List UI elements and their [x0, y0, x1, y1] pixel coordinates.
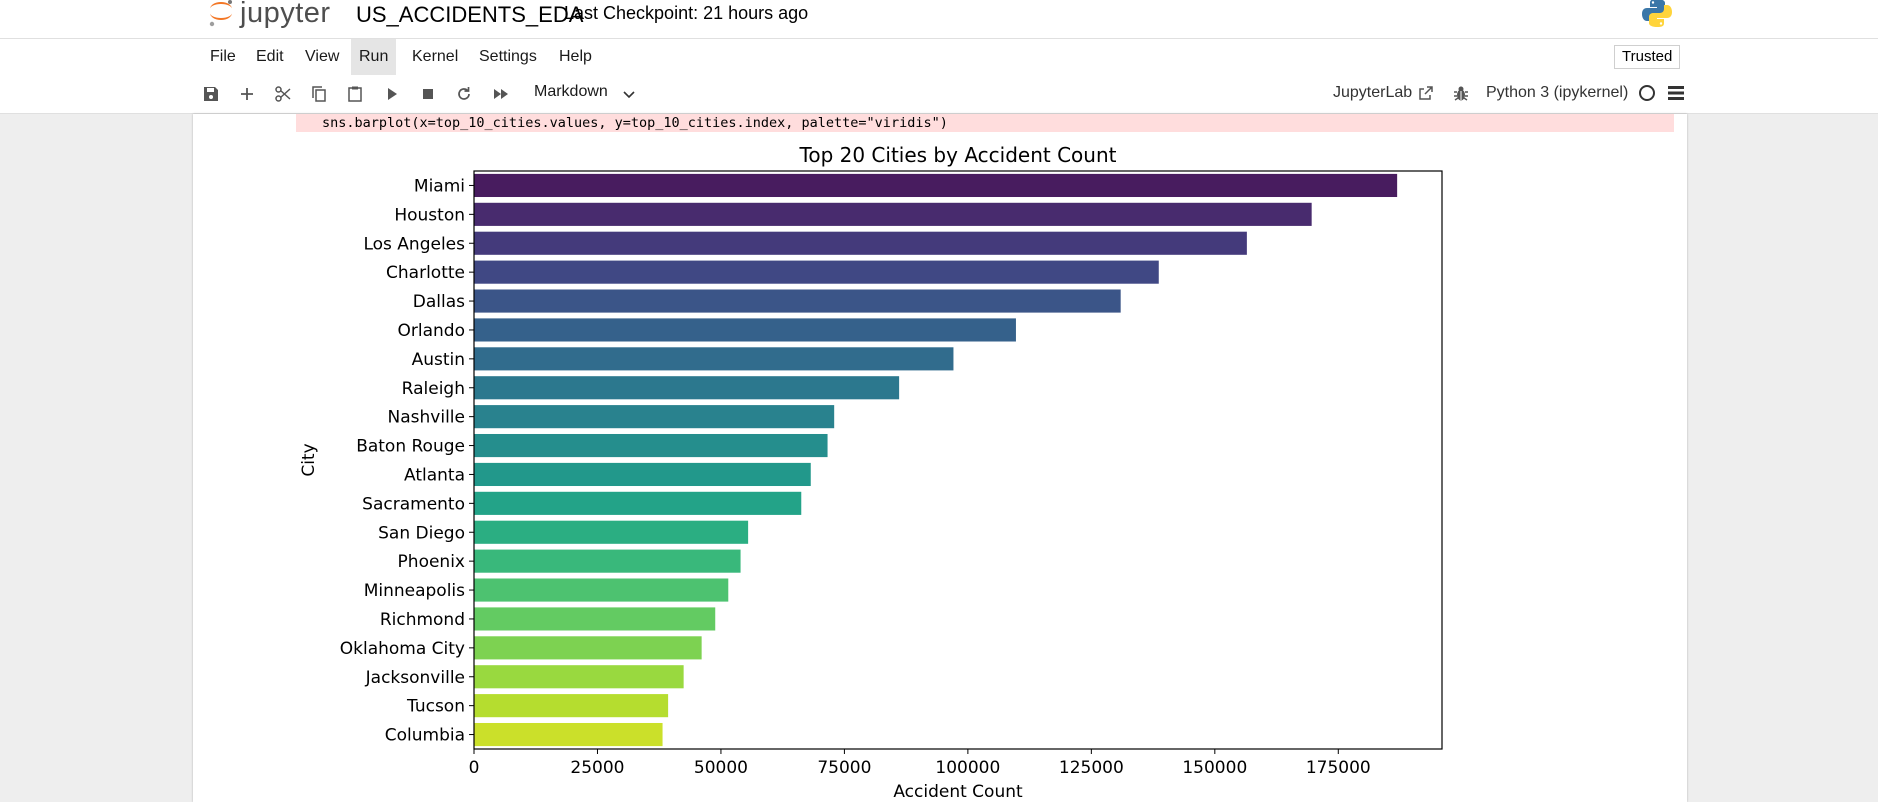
y-tick-label: Austin — [412, 350, 465, 370]
notebook-title[interactable]: US_ACCIDENTS_EDA — [356, 2, 584, 27]
bar — [474, 433, 828, 458]
debugger-icon[interactable] — [1452, 85, 1470, 103]
y-axis-label: City — [299, 443, 319, 476]
bar-chart: Top 20 Cities by Accident Count Miami Hous… — [299, 143, 1443, 802]
chart-title: Top 20 Cities by Accident Count — [799, 143, 1117, 167]
y-tick-label: Miami — [414, 176, 465, 196]
y-tick-label: Phoenix — [398, 552, 465, 572]
y-tick-label: Los Angeles — [363, 234, 465, 254]
stderr-output: sns.barplot(x=top_10_cities.values, y=to… — [296, 114, 1674, 132]
bar — [474, 665, 684, 689]
menu-file[interactable]: File — [210, 48, 236, 65]
x-tick-label: 50000 — [694, 758, 748, 778]
menu-bar: File Edit View Run Kernel Settings Help … — [0, 38, 1878, 76]
y-tick-label: Sacramento — [362, 494, 465, 514]
y-tick-label: Jacksonville — [365, 668, 465, 688]
menu-run[interactable]: Run — [351, 39, 397, 75]
menu-kernel[interactable]: Kernel — [412, 48, 459, 65]
y-tick-label: Houston — [394, 205, 465, 225]
bar — [474, 260, 1159, 284]
run-icon[interactable] — [382, 84, 402, 104]
bar — [474, 722, 663, 747]
y-tick-label: San Diego — [378, 523, 465, 543]
x-tick-label: 0 — [469, 758, 480, 778]
bar — [474, 318, 1016, 342]
jupyter-logo-icon — [206, 0, 236, 28]
x-tick-label: 75000 — [817, 758, 871, 778]
x-tick-label: 150000 — [1182, 758, 1247, 778]
y-tick-label: Columbia — [385, 726, 465, 746]
python-logo-icon — [1640, 0, 1674, 30]
jupyter-logo[interactable]: jupyter — [206, 0, 331, 32]
y-tick-label: Orlando — [398, 321, 465, 341]
plot-frame — [473, 170, 1443, 750]
menu-view[interactable]: View — [305, 48, 340, 65]
menu-help[interactable]: Help — [559, 48, 592, 65]
add-icon[interactable] — [237, 84, 257, 104]
bar — [474, 462, 811, 487]
kernel-name[interactable]: Python 3 (ipykernel) — [1486, 84, 1629, 101]
fast-forward-icon[interactable] — [491, 84, 511, 104]
external-link-icon[interactable] — [1418, 85, 1434, 101]
stderr-text: sns.barplot(x=top_10_cities.values, y=to… — [322, 115, 948, 131]
jupyter-logo-text: jupyter — [240, 0, 331, 29]
x-tick-label: 125000 — [1059, 758, 1124, 778]
x-tick-label: 25000 — [570, 758, 624, 778]
y-tick-label: Dallas — [413, 292, 465, 312]
restart-icon[interactable] — [454, 84, 474, 104]
bar — [474, 347, 954, 371]
bar — [474, 405, 835, 429]
last-checkpoint: Last Checkpoint: 21 hours ago — [564, 3, 809, 23]
save-icon[interactable] — [201, 84, 221, 104]
stop-icon[interactable] — [418, 84, 438, 104]
cell-type-select[interactable]: Markdown — [534, 83, 608, 100]
menu-edit[interactable]: Edit — [256, 48, 284, 65]
bar — [474, 491, 802, 515]
menu-icon[interactable] — [1667, 85, 1685, 101]
y-tick-label: Atlanta — [404, 465, 465, 485]
bar — [474, 289, 1121, 313]
bar — [474, 376, 900, 400]
bar — [474, 173, 1398, 198]
bar — [474, 520, 749, 544]
kernel-status-icon — [1639, 85, 1655, 101]
notebook-toolbar: Markdown JupyterLab Python 3 (ipykernel) — [0, 75, 1878, 114]
trusted-indicator[interactable]: Trusted — [1614, 45, 1681, 69]
menu-settings[interactable]: Settings — [479, 48, 537, 65]
bar — [474, 607, 716, 631]
copy-icon[interactable] — [309, 84, 329, 104]
chevron-down-icon[interactable] — [622, 87, 636, 101]
x-tick-label: 175000 — [1306, 758, 1371, 778]
notebook-panel[interactable]: sns.barplot(x=top_10_cities.values, y=to… — [193, 114, 1687, 802]
cut-icon[interactable] — [273, 84, 293, 104]
jupyterlab-link[interactable]: JupyterLab — [1333, 84, 1413, 101]
bar — [474, 202, 1312, 226]
y-tick-label: Charlotte — [386, 263, 465, 283]
bar — [474, 694, 669, 718]
top-bar: jupyter US_ACCIDENTS_EDA Last Checkpoint… — [0, 0, 1878, 38]
y-tick-label: Oklahoma City — [340, 639, 465, 659]
y-tick-label: Raleigh — [402, 379, 465, 399]
x-tick-label: 100000 — [935, 758, 1000, 778]
y-tick-label: Richmond — [380, 610, 465, 630]
y-tick-label: Minneapolis — [364, 581, 465, 601]
y-tick-label: Tucson — [406, 697, 465, 717]
bar — [474, 578, 729, 602]
bar — [474, 231, 1247, 255]
bar — [474, 549, 741, 573]
x-axis-label: Accident Count — [893, 782, 1023, 802]
paste-icon[interactable] — [345, 84, 365, 104]
y-tick-label: Baton Rouge — [356, 437, 465, 457]
bar — [474, 636, 702, 660]
y-tick-label: Nashville — [388, 408, 465, 428]
